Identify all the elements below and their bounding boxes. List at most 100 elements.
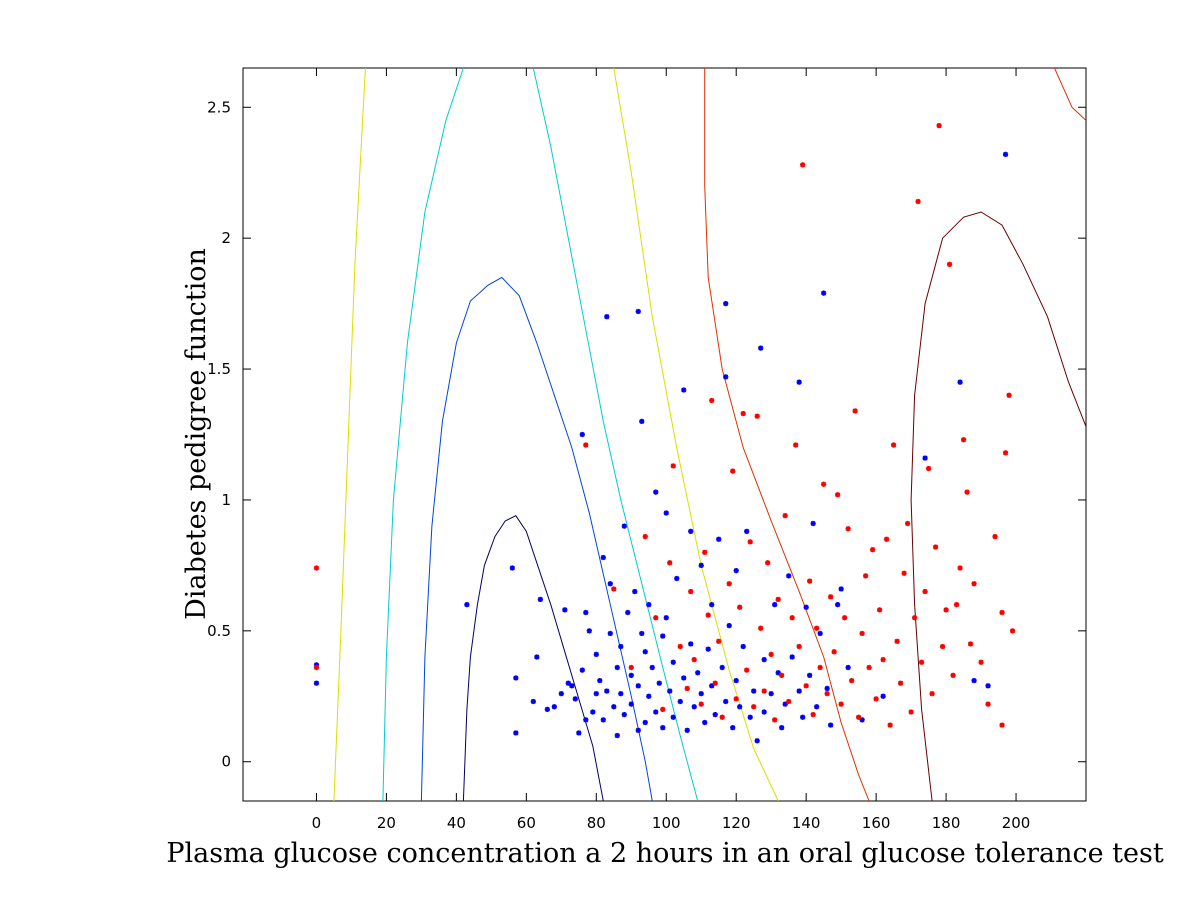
data-point xyxy=(884,536,890,542)
plot-area xyxy=(242,67,1087,802)
data-point xyxy=(870,547,876,553)
data-point xyxy=(835,492,841,498)
data-points xyxy=(313,122,1016,744)
x-tick-label: 40 xyxy=(447,814,466,832)
data-point xyxy=(866,664,872,671)
data-point xyxy=(985,683,991,689)
data-point xyxy=(604,688,610,694)
data-point xyxy=(618,691,624,697)
data-point xyxy=(681,675,687,681)
data-point xyxy=(723,698,729,705)
data-point xyxy=(810,712,816,718)
data-point xyxy=(653,709,659,715)
y-tick-label: 1 xyxy=(221,491,231,509)
contour-line-9 xyxy=(910,211,1086,801)
data-point xyxy=(908,709,914,715)
data-point xyxy=(901,570,907,576)
data-point xyxy=(761,657,767,663)
data-point xyxy=(464,602,470,608)
x-tick-label: 80 xyxy=(587,814,606,832)
data-point xyxy=(807,672,813,678)
data-point xyxy=(712,712,718,718)
data-point xyxy=(946,261,953,267)
data-point xyxy=(719,664,725,671)
data-point xyxy=(971,581,977,587)
data-point xyxy=(768,651,774,657)
data-point xyxy=(530,698,536,705)
data-point xyxy=(800,162,806,168)
contour-line-5 xyxy=(333,68,366,801)
data-point xyxy=(880,657,886,663)
data-point xyxy=(925,465,932,472)
data-point xyxy=(646,602,652,608)
x-tick-label: 120 xyxy=(722,814,751,832)
x-tick-label: 60 xyxy=(517,814,536,832)
data-point xyxy=(859,630,865,637)
data-point xyxy=(744,667,750,673)
data-point xyxy=(698,691,704,697)
data-point xyxy=(912,615,918,621)
data-point xyxy=(768,691,774,697)
data-point xyxy=(642,649,648,655)
data-point xyxy=(579,667,585,673)
y-tick-label: 2.5 xyxy=(207,98,231,116)
data-point xyxy=(702,549,708,555)
data-point xyxy=(842,615,848,621)
data-point xyxy=(1002,450,1009,456)
data-point xyxy=(807,578,813,584)
data-point xyxy=(793,442,799,448)
data-point xyxy=(828,594,834,600)
data-point xyxy=(607,630,613,637)
data-point xyxy=(590,709,596,715)
data-point xyxy=(618,643,624,650)
x-tick-label: 100 xyxy=(652,814,681,832)
data-point xyxy=(831,649,837,655)
data-point xyxy=(918,659,925,665)
data-point xyxy=(775,670,781,676)
data-point xyxy=(667,688,673,694)
data-point xyxy=(681,387,687,393)
data-point xyxy=(953,602,960,608)
data-point xyxy=(667,560,673,566)
data-point xyxy=(939,643,946,650)
data-point xyxy=(544,706,550,712)
data-point xyxy=(572,696,578,702)
data-point xyxy=(705,612,711,618)
data-point xyxy=(905,520,911,527)
data-point xyxy=(800,714,806,720)
contour-line-2 xyxy=(420,276,653,801)
data-point xyxy=(688,528,694,534)
y-tick-label: 2 xyxy=(221,229,231,247)
data-point xyxy=(614,664,620,671)
data-point xyxy=(698,701,704,707)
data-point xyxy=(674,575,680,582)
data-point xyxy=(628,664,634,671)
data-point xyxy=(789,615,795,621)
data-point xyxy=(838,586,844,592)
data-point xyxy=(898,680,904,686)
data-point xyxy=(922,455,928,461)
data-point xyxy=(583,717,589,723)
data-point xyxy=(621,712,627,718)
data-point xyxy=(723,301,729,307)
data-point xyxy=(733,696,739,702)
data-point xyxy=(999,722,1005,728)
data-point xyxy=(863,573,869,579)
data-point xyxy=(513,675,519,681)
data-point xyxy=(796,379,802,385)
data-point xyxy=(730,725,736,731)
data-point xyxy=(737,704,743,710)
data-point xyxy=(313,664,320,671)
data-point xyxy=(740,643,746,650)
data-point xyxy=(744,528,750,534)
data-point xyxy=(733,677,739,684)
data-point xyxy=(313,565,320,571)
data-point xyxy=(719,714,725,720)
x-tick-label: 180 xyxy=(932,814,961,832)
x-axis-title: Plasma glucose concentration a 2 hours i… xyxy=(166,838,1164,869)
data-point xyxy=(569,683,575,689)
data-point xyxy=(625,609,631,616)
data-point xyxy=(600,554,606,561)
data-point xyxy=(726,581,732,587)
data-point xyxy=(782,513,788,519)
